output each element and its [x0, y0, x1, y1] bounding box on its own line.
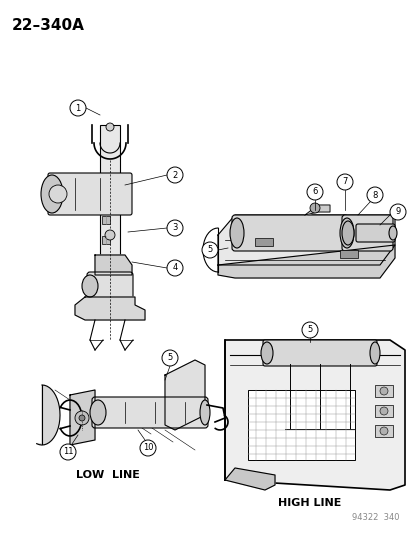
Circle shape [166, 260, 183, 276]
Ellipse shape [41, 175, 63, 213]
Text: 8: 8 [371, 190, 377, 199]
FancyBboxPatch shape [355, 224, 394, 242]
Circle shape [75, 411, 89, 425]
Polygon shape [218, 215, 394, 265]
Text: 9: 9 [394, 207, 400, 216]
Polygon shape [165, 360, 204, 430]
Text: 11: 11 [63, 448, 73, 456]
Circle shape [79, 415, 85, 421]
Circle shape [389, 204, 405, 220]
FancyBboxPatch shape [341, 215, 392, 251]
Bar [102, 216, 110, 224]
Circle shape [366, 187, 382, 203]
Ellipse shape [90, 400, 106, 425]
Text: 5: 5 [167, 353, 172, 362]
Ellipse shape [388, 226, 396, 240]
Circle shape [166, 220, 183, 236]
Circle shape [306, 184, 322, 200]
Text: 3: 3 [172, 223, 177, 232]
FancyBboxPatch shape [92, 397, 207, 428]
Circle shape [106, 123, 114, 131]
Circle shape [161, 350, 178, 366]
Bar [102, 236, 110, 244]
Polygon shape [75, 297, 145, 320]
Circle shape [105, 230, 115, 240]
Polygon shape [95, 255, 132, 275]
FancyBboxPatch shape [48, 173, 132, 215]
Text: 10: 10 [142, 443, 153, 453]
Polygon shape [70, 390, 95, 445]
Polygon shape [304, 205, 329, 215]
Polygon shape [224, 468, 274, 490]
Text: 2: 2 [172, 171, 177, 180]
Ellipse shape [82, 275, 98, 297]
Text: 22–340A: 22–340A [12, 18, 85, 33]
Ellipse shape [341, 221, 353, 245]
Polygon shape [218, 245, 394, 278]
Circle shape [202, 242, 218, 258]
Text: 94322  340: 94322 340 [351, 513, 399, 522]
Bar [339, 250, 357, 258]
Text: 4: 4 [172, 263, 177, 272]
Bar [247, 390, 354, 460]
Ellipse shape [260, 342, 272, 364]
Text: 1: 1 [75, 103, 81, 112]
Polygon shape [224, 340, 404, 490]
Circle shape [140, 440, 156, 456]
Circle shape [379, 407, 387, 415]
Ellipse shape [339, 218, 353, 248]
Text: HIGH LINE: HIGH LINE [278, 498, 341, 508]
Text: LOW  LINE: LOW LINE [76, 470, 140, 480]
Bar [374, 425, 392, 437]
Text: 6: 6 [311, 188, 317, 197]
Circle shape [60, 444, 76, 460]
Ellipse shape [369, 342, 379, 364]
Bar [374, 405, 392, 417]
Circle shape [49, 185, 67, 203]
Ellipse shape [230, 218, 243, 248]
Circle shape [70, 100, 86, 116]
Text: 5: 5 [306, 326, 312, 335]
Bar [100, 125, 120, 255]
Circle shape [166, 167, 183, 183]
Bar [254, 238, 272, 246]
Ellipse shape [199, 400, 209, 425]
Text: 5: 5 [207, 246, 212, 254]
Bar [374, 385, 392, 397]
Polygon shape [37, 385, 60, 445]
FancyBboxPatch shape [262, 340, 376, 366]
FancyBboxPatch shape [231, 215, 347, 251]
Text: 7: 7 [342, 177, 347, 187]
Circle shape [379, 427, 387, 435]
Circle shape [301, 322, 317, 338]
Circle shape [309, 203, 319, 213]
FancyBboxPatch shape [87, 272, 133, 300]
Circle shape [379, 387, 387, 395]
Circle shape [336, 174, 352, 190]
